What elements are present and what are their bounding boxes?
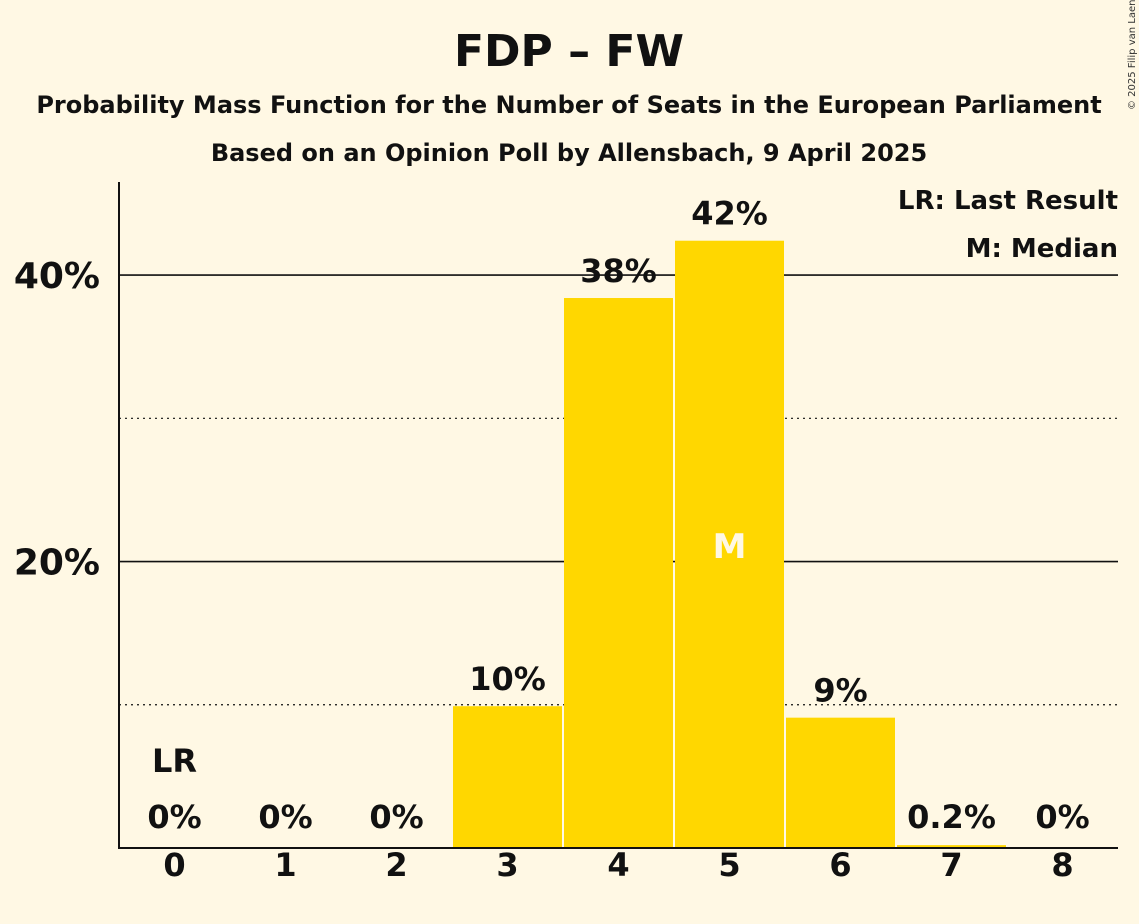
- data-label: 42%: [691, 195, 768, 233]
- bar-3: [453, 706, 562, 848]
- bars-group: [453, 240, 1006, 848]
- last-result-marker: LR: [152, 742, 197, 780]
- copyright-text: © 2025 Filip van Laenen: [1127, 0, 1138, 110]
- bar-5: [675, 240, 784, 848]
- x-tick-label: 6: [829, 846, 851, 884]
- x-tick-label: 7: [940, 846, 962, 884]
- chart-title: FDP – FW: [454, 26, 684, 77]
- bar-7: [897, 845, 1006, 848]
- x-tick-label: 2: [385, 846, 407, 884]
- legend-last-result: LR: Last Result: [898, 186, 1118, 216]
- y-tick-label: 20%: [14, 543, 100, 584]
- data-label: 38%: [580, 252, 657, 290]
- x-tick-label: 5: [718, 846, 740, 884]
- legend-median: M: Median: [966, 234, 1118, 264]
- x-tick-label: 1: [274, 846, 296, 884]
- median-marker: M: [713, 527, 747, 567]
- chart-subtitle: Probability Mass Function for the Number…: [36, 91, 1101, 119]
- data-label: 0%: [369, 798, 423, 836]
- bar-4: [564, 298, 673, 848]
- data-label: 10%: [469, 660, 546, 698]
- x-tick-label: 8: [1051, 846, 1073, 884]
- data-label: 0%: [147, 798, 201, 836]
- x-tick-label: 4: [607, 846, 629, 884]
- data-label: 0%: [258, 798, 312, 836]
- y-tick-label: 40%: [14, 256, 100, 297]
- bar-6: [786, 717, 895, 848]
- chart-source: Based on an Opinion Poll by Allensbach, …: [211, 139, 927, 167]
- data-label: 0%: [1035, 798, 1089, 836]
- x-tick-label: 3: [496, 846, 518, 884]
- data-label: 0.2%: [907, 798, 996, 836]
- x-tick-label: 0: [163, 846, 185, 884]
- data-label: 9%: [813, 672, 867, 710]
